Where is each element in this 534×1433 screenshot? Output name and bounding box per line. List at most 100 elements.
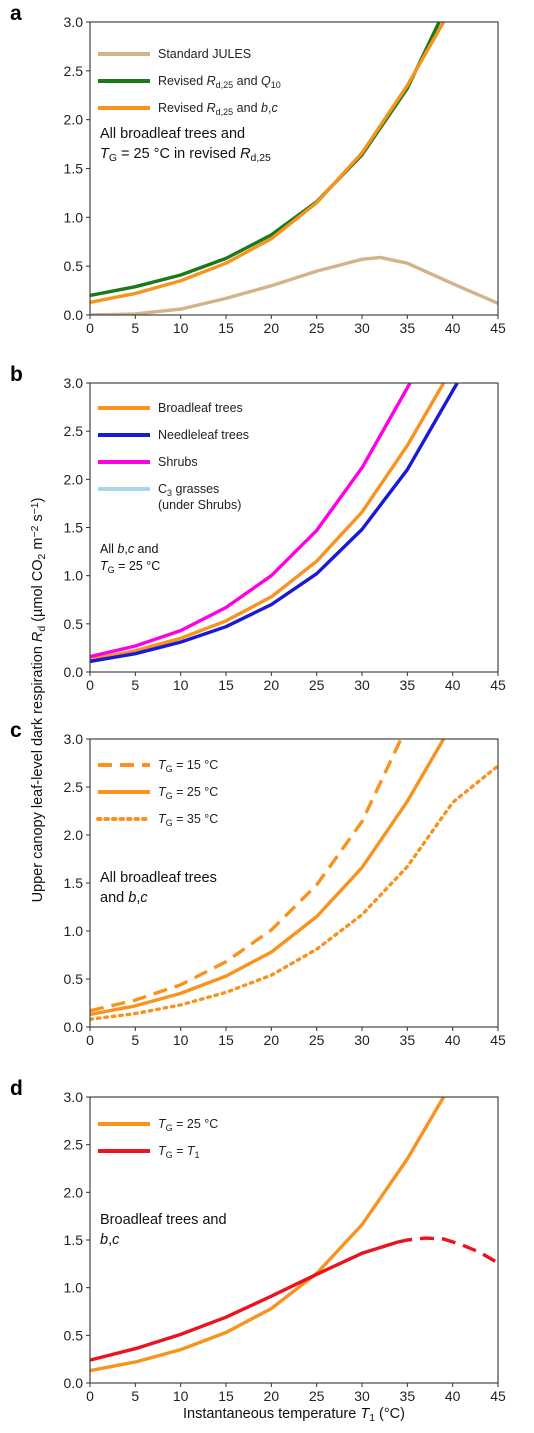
series-line	[90, 22, 446, 304]
x-tick-label: 40	[445, 320, 461, 336]
y-tick-label: 2.5	[64, 423, 84, 439]
x-tick-label: 15	[218, 1388, 234, 1404]
x-tick-label: 15	[218, 677, 234, 693]
x-tick-label: 20	[264, 1388, 280, 1404]
x-tick-label: 35	[400, 1388, 416, 1404]
y-tick-label: 1.5	[64, 1232, 84, 1248]
annotation-line: TG = 25 °C	[100, 559, 160, 575]
y-tick-label: 3.0	[64, 14, 84, 30]
x-tick-label: 35	[400, 320, 416, 336]
legend: TG = 25 °C TG = T1	[98, 1117, 218, 1160]
y-tick-label: 0.0	[64, 307, 84, 323]
y-tick-label: 0.5	[64, 1327, 84, 1343]
x-axis-label: Instantaneous temperature T1 (°C)	[183, 1406, 405, 1424]
x-tick-label: 40	[445, 677, 461, 693]
x-tick-label: 30	[354, 1388, 370, 1404]
x-tick-label: 25	[309, 320, 325, 336]
series-line	[90, 255, 498, 315]
legend-label: Revised Rd,25 and b,c	[158, 101, 278, 117]
y-tick-label: 1.0	[64, 209, 84, 225]
legend-label-cont: (under Shrubs)	[158, 498, 241, 512]
y-tick-label: 2.5	[64, 779, 84, 795]
x-tick-label: 20	[264, 677, 280, 693]
panel-a: a 0 5 10 15 20 25 30 35 40 45 0.0 0.5 1.0 1.5 2.0 2.5 3.0…	[10, 2, 506, 336]
y-tick-label: 1.5	[64, 520, 84, 536]
annotation-line: All b,c and	[100, 542, 158, 556]
x-tick-label: 25	[309, 1388, 325, 1404]
panel-label: a	[10, 2, 22, 25]
x-tick-label: 20	[264, 1032, 280, 1048]
y-tick-label: 0.5	[64, 971, 84, 987]
y-tick-label: 1.0	[64, 568, 84, 584]
x-tick-label: 40	[445, 1032, 461, 1048]
x-tick-label: 0	[86, 320, 94, 336]
series-line	[90, 1240, 399, 1362]
y-tick-label: 1.0	[64, 923, 84, 939]
y-tick-label: 2.0	[64, 471, 84, 487]
x-tick-label: 40	[445, 1388, 461, 1404]
y-tick-label: 0.0	[64, 1019, 84, 1035]
legend-label: TG = T1	[158, 1144, 200, 1160]
series-group	[90, 1097, 498, 1373]
x-tick-label: 35	[400, 677, 416, 693]
series-line	[90, 383, 446, 662]
x-tick-label: 5	[131, 1388, 139, 1404]
series-group	[90, 383, 459, 664]
legend-label: C3 grasses	[158, 482, 219, 498]
y-tick-label: 1.5	[64, 161, 84, 177]
y-tick-label: 1.0	[64, 1280, 84, 1296]
x-tick-label: 10	[173, 1388, 189, 1404]
x-tick-label: 45	[490, 320, 506, 336]
panel-label: d	[10, 1077, 23, 1100]
series-line	[90, 1097, 446, 1373]
x-tick-label: 45	[490, 1032, 506, 1048]
x-tick-label: 0	[86, 1032, 94, 1048]
legend: Standard JULES Revised Rd,25 and Q10 Revis…	[98, 47, 281, 117]
panel-c: c 0 5 10 15 20 25 30 35 40 45 0.0 0.5 1.0 1.5 2.0 2.5 3.0…	[10, 719, 506, 1048]
x-tick-label: 10	[173, 1032, 189, 1048]
y-tick-label: 3.0	[64, 731, 84, 747]
legend-label: TG = 35 °C	[158, 812, 218, 828]
panel-d: d 0 5 10 15 20 25 30 35 40 45 0.0 0.5 1.0 1.5 2.0 2.5 3.0…	[10, 1077, 506, 1404]
x-tick-label: 0	[86, 677, 94, 693]
legend-label: TG = 25 °C	[158, 785, 218, 801]
x-tick-label: 10	[173, 677, 189, 693]
x-tick-label: 5	[131, 320, 139, 336]
legend-label: TG = 25 °C	[158, 1117, 218, 1133]
y-tick-label: 1.5	[64, 875, 84, 891]
y-tick-label: 2.0	[64, 1184, 84, 1200]
y-tick-label: 2.0	[64, 827, 84, 843]
legend-label: Broadleaf trees	[158, 401, 243, 415]
x-tick-label: 45	[490, 677, 506, 693]
y-tick-label: 3.0	[64, 1089, 84, 1105]
y-axis-label: Upper canopy leaf-level dark respiration…	[30, 498, 48, 903]
panel-b: b 0 5 10 15 20 25 30 35 40 45 0.0 0.5 1.0 1.5 2.0 2.5 3.0…	[10, 363, 506, 693]
y-tick-label: 0.5	[64, 258, 84, 274]
series-line	[90, 383, 459, 664]
annotation-line: b,c	[100, 1232, 120, 1248]
x-tick-label: 5	[131, 677, 139, 693]
y-tick-label: 0.0	[64, 664, 84, 680]
legend-label: Needleleaf trees	[158, 428, 249, 442]
x-tick-label: 45	[490, 1388, 506, 1404]
x-tick-label: 0	[86, 1388, 94, 1404]
series-line	[90, 739, 446, 1017]
legend: Broadleaf trees Needleleaf trees Shrubs C3 …	[98, 401, 249, 512]
annotation-line: TG = 25 °C in revised Rd,25	[100, 146, 271, 164]
series-line	[90, 739, 403, 1013]
x-tick-label: 25	[309, 1032, 325, 1048]
x-tick-label: 30	[354, 320, 370, 336]
legend: TG = 15 °C TG = 25 °C TG = 35 °C	[96, 758, 218, 828]
legend-label: TG = 15 °C	[158, 758, 218, 774]
y-tick-label: 2.0	[64, 112, 84, 128]
y-tick-label: 0.0	[64, 1375, 84, 1391]
y-tick-label: 2.5	[64, 63, 84, 79]
legend-label: Shrubs	[158, 455, 198, 469]
series-line	[90, 764, 498, 1021]
x-tick-label: 35	[400, 1032, 416, 1048]
panel-label: b	[10, 363, 23, 386]
plot-frame	[89, 1096, 499, 1384]
x-tick-label: 25	[309, 677, 325, 693]
legend-label: Revised Rd,25 and Q10	[158, 74, 281, 90]
